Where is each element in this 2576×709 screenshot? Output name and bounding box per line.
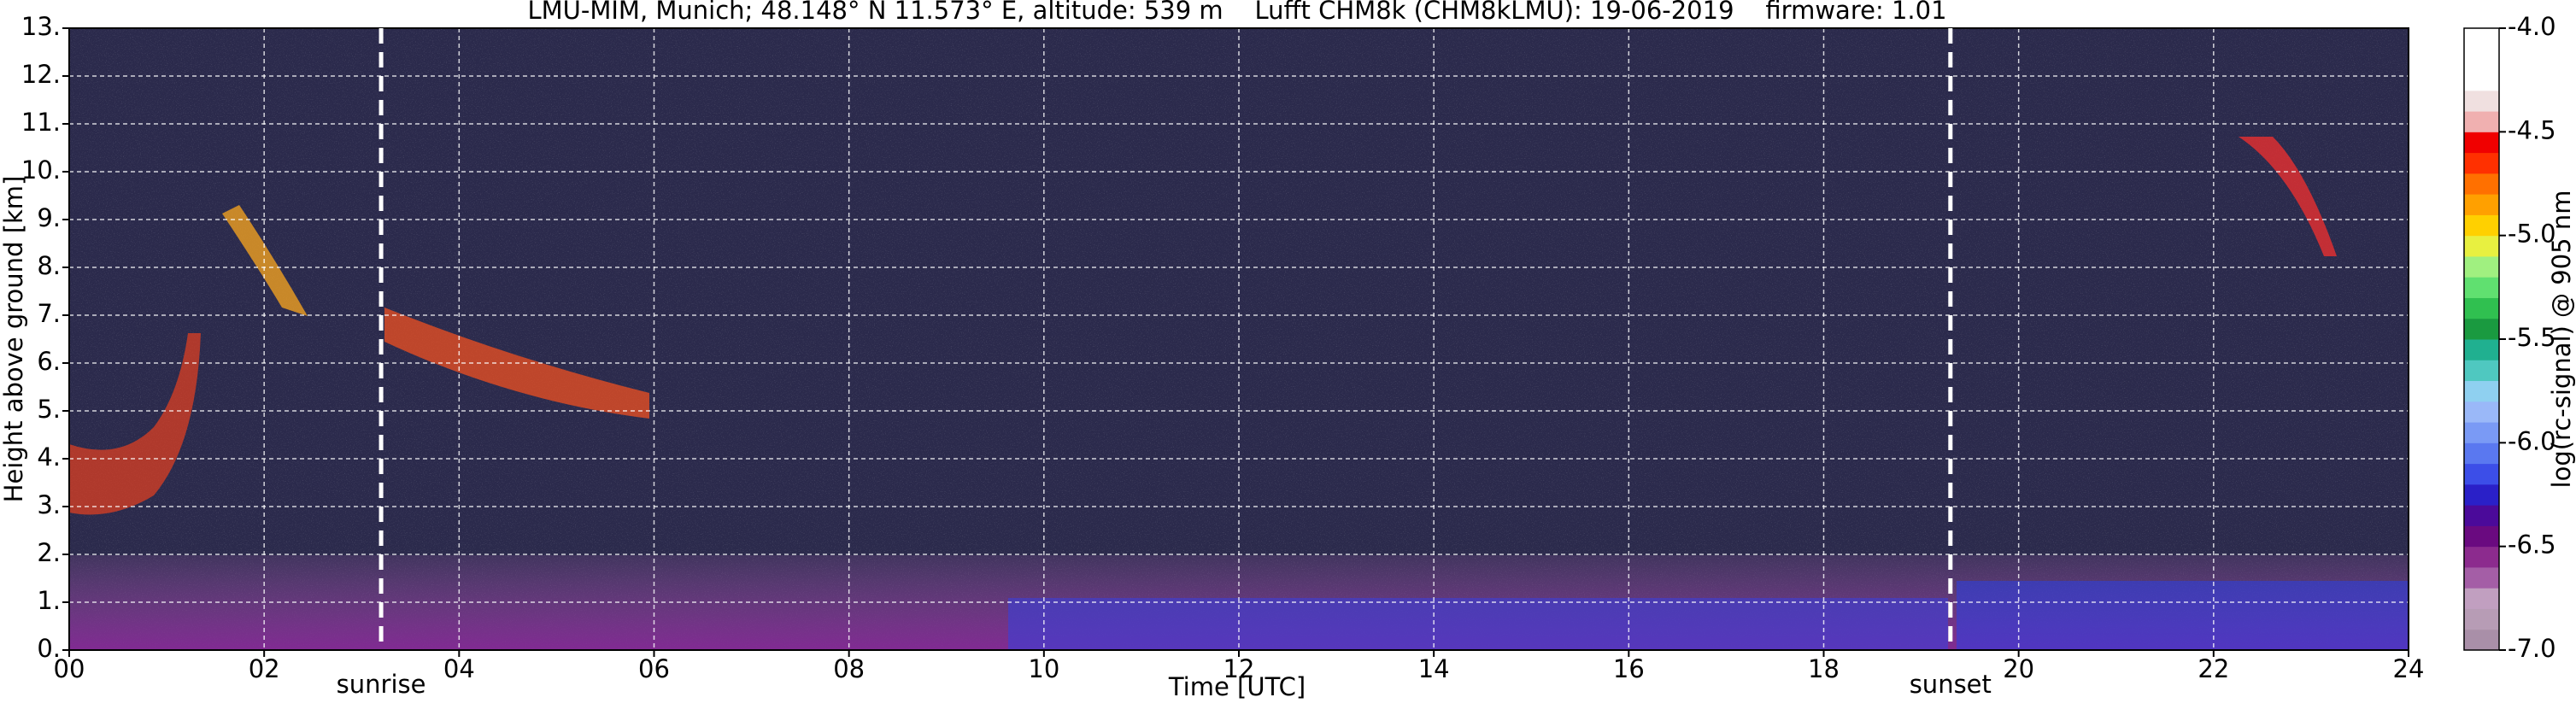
plot-area <box>69 28 2409 650</box>
colorbar-swatch <box>2464 28 2499 50</box>
colorbar-swatch <box>2464 255 2499 278</box>
x-tick-label: 12 <box>1223 654 1255 683</box>
colorbar-swatch <box>2464 401 2499 423</box>
colorbar-swatch <box>2464 90 2499 112</box>
colorbar-swatch <box>2464 442 2499 465</box>
boundary-layer-aerosol <box>1957 581 2409 650</box>
colorbar-swatch <box>2464 525 2499 548</box>
annotation-label: sunset <box>1910 670 1992 699</box>
annotation-label: sunrise <box>337 670 426 699</box>
colorbar-tick-label: -5.0 <box>2508 220 2556 249</box>
x-tick-label: 10 <box>1028 654 1059 683</box>
colorbar-swatch <box>2464 194 2499 215</box>
colorbar-swatch <box>2464 339 2499 360</box>
colorbar-swatch <box>2464 608 2499 630</box>
colorbar-tick-label: -5.5 <box>2508 323 2556 352</box>
colorbar-swatch <box>2464 277 2499 298</box>
y-tick-label: 5. <box>37 395 61 424</box>
colorbar-swatch <box>2464 566 2499 589</box>
colorbar-tick-label: -4.0 <box>2508 12 2556 41</box>
colorbar-swatch <box>2464 483 2499 506</box>
x-tick-label: 02 <box>249 654 280 683</box>
x-axis-label: Time [UTC] <box>1168 672 1306 701</box>
y-tick-label: 3. <box>37 490 61 519</box>
x-tick-label: 16 <box>1613 654 1645 683</box>
x-tick-label: 08 <box>833 654 865 683</box>
y-axis-label: Height above ground [km] <box>0 176 28 503</box>
y-tick-label: 6. <box>37 347 61 376</box>
colorbar-label: log(rc-signal) @ 905 nm <box>2547 190 2576 489</box>
y-tick-label: 4. <box>37 442 61 472</box>
colorbar-swatch <box>2464 69 2499 91</box>
x-tick-label: 04 <box>443 654 475 683</box>
cloud-layer <box>2239 137 2337 256</box>
y-tick-label: 10. <box>21 155 61 185</box>
x-tick-label: 24 <box>2393 654 2425 683</box>
colorbar-swatch <box>2464 422 2499 443</box>
y-tick-label: 9. <box>37 203 61 232</box>
x-tick-label: 14 <box>1418 654 1450 683</box>
colorbar-swatch <box>2464 152 2499 174</box>
colorbar-swatch <box>2464 360 2499 382</box>
boundary-layer-aerosol <box>1008 598 1948 650</box>
cloud-layer <box>222 205 308 316</box>
chart-title: LMU-MIM, Munich; 48.148° N 11.573° E, al… <box>527 0 1946 25</box>
x-tick-label: 06 <box>638 654 670 683</box>
y-tick-label: 2. <box>37 538 61 567</box>
colorbar-tick-label: -6.0 <box>2508 426 2556 455</box>
colorbar-tick-label: -7.0 <box>2508 634 2556 663</box>
colorbar-swatch <box>2464 297 2499 319</box>
colorbar-swatch <box>2464 588 2499 609</box>
x-tick-label: 18 <box>1808 654 1840 683</box>
x-tick-label: 22 <box>2198 654 2229 683</box>
colorbar-swatch <box>2464 235 2499 257</box>
colorbar-swatch <box>2464 214 2499 237</box>
colorbar-swatch <box>2464 111 2499 132</box>
colorbar-tick-label: -4.5 <box>2508 115 2556 144</box>
colorbar-swatch <box>2464 546 2499 568</box>
colorbar-tick-label: -6.5 <box>2508 530 2556 560</box>
colorbar-swatch <box>2464 132 2499 154</box>
y-tick-label: 0. <box>37 634 61 663</box>
colorbar-swatch <box>2464 49 2499 71</box>
y-tick-label: 1. <box>37 586 61 615</box>
colorbar-swatch <box>2464 463 2499 485</box>
y-tick-label: 8. <box>37 251 61 280</box>
y-tick-label: 11. <box>21 108 61 137</box>
cloud-layer <box>69 333 201 515</box>
x-tick-label: 00 <box>54 654 85 683</box>
y-tick-label: 12. <box>21 60 61 89</box>
colorbar-swatch <box>2464 505 2499 526</box>
y-tick-label: 13. <box>21 12 61 41</box>
colorbar-swatch <box>2464 318 2499 340</box>
colorbar-swatch <box>2464 173 2499 195</box>
colorbar-swatch <box>2464 380 2499 402</box>
colorbar-swatch <box>2464 629 2499 651</box>
y-tick-label: 7. <box>37 299 61 328</box>
x-tick-label: 20 <box>2003 654 2034 683</box>
